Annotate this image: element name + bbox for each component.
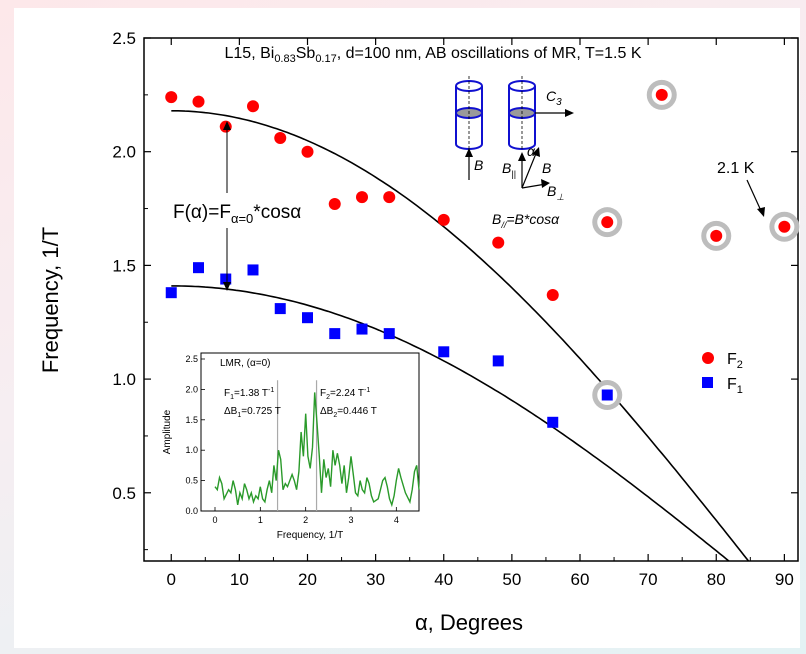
point-f1 bbox=[247, 264, 259, 276]
svg-text:α: α bbox=[527, 143, 536, 159]
inset-y-axis-title: Amplitude bbox=[162, 409, 173, 454]
x-tick-label: 60 bbox=[571, 570, 590, 589]
point-f2 bbox=[356, 191, 368, 204]
inset-x-tick-label: 2 bbox=[303, 515, 308, 525]
inset-x-tick-label: 0 bbox=[212, 515, 217, 525]
point-f1 bbox=[302, 312, 313, 324]
point-f2 bbox=[192, 95, 205, 108]
y-tick-label: 1.5 bbox=[112, 256, 136, 275]
point-f2 bbox=[437, 213, 450, 226]
y-tick-labels: 0.5 1.0 1.5 2.0 2.5 bbox=[112, 29, 136, 503]
svg-text:B: B bbox=[474, 157, 483, 173]
point-f1 bbox=[165, 287, 177, 299]
frequency-vs-angle-chart: 0 10 20 30 40 50 60 70 80 90 0.51.01.52.02.5 α, D… bbox=[38, 29, 800, 635]
point-f1 bbox=[220, 273, 232, 285]
point-f2 bbox=[165, 91, 178, 104]
inset-spectrum-line bbox=[214, 392, 420, 508]
inset-f1-label: F1=1.38 T-1 bbox=[224, 387, 274, 401]
x-tick-label: 40 bbox=[434, 570, 453, 589]
inset-y-tick-label: 0.0 bbox=[185, 506, 198, 516]
y-tick-label: 1.0 bbox=[112, 370, 136, 389]
x-tick-label: 80 bbox=[707, 570, 726, 589]
temp-arrow bbox=[746, 179, 763, 214]
inset-y-tick-label: 0.5 bbox=[185, 476, 198, 486]
x-tick-label: 50 bbox=[502, 570, 521, 589]
data-points bbox=[165, 88, 791, 428]
b-relation: B//=B*cosα bbox=[492, 211, 560, 230]
point-f2 bbox=[492, 236, 505, 249]
point-f2 bbox=[710, 229, 723, 242]
x-tick-label: 0 bbox=[167, 570, 176, 589]
point-f1 bbox=[193, 262, 204, 274]
x-tick-label: 90 bbox=[775, 570, 794, 589]
formula-arrowhead-down bbox=[223, 282, 231, 291]
formula-arrowhead-up bbox=[223, 121, 231, 130]
y-tick-label: 0.5 bbox=[112, 484, 136, 503]
svg-text:B: B bbox=[542, 160, 551, 176]
fit-curve-2 bbox=[171, 285, 730, 562]
inset-y-tick-labels: 0.0 0.5 1.0 1.5 2.0 2.5 bbox=[185, 354, 198, 516]
inset-y-tick-label: 2.0 bbox=[185, 384, 198, 394]
point-f1 bbox=[383, 328, 395, 340]
inset-x-tick-label: 3 bbox=[348, 515, 353, 525]
inset-y-tick-label: 2.5 bbox=[185, 354, 198, 364]
x-tick-label: 20 bbox=[298, 570, 317, 589]
x-tick-labels: 0 10 20 30 40 50 60 70 80 90 bbox=[167, 570, 794, 589]
x-tick-label: 70 bbox=[639, 570, 658, 589]
point-f2 bbox=[778, 220, 791, 233]
point-f2 bbox=[274, 132, 287, 145]
point-f2 bbox=[655, 88, 668, 101]
point-f2 bbox=[301, 145, 314, 158]
inset-x-axis-title: Frequency, 1/T bbox=[277, 530, 344, 541]
point-f2 bbox=[328, 197, 341, 210]
inset-plot-area bbox=[200, 352, 420, 512]
inset-x-tick-label: 4 bbox=[394, 515, 399, 525]
chart-card: 0 10 20 30 40 50 60 70 80 90 0.5 1.0 1.5 2.0 2.5 α, D… bbox=[14, 8, 800, 648]
point-f1 bbox=[274, 303, 286, 315]
inset-title: LMR, (α=0) bbox=[220, 358, 271, 369]
y-axis-title: Frequency, 1/T bbox=[38, 227, 63, 373]
point-f2 bbox=[601, 216, 614, 229]
x-tick-label: 30 bbox=[366, 570, 385, 589]
point-f2 bbox=[247, 100, 259, 113]
inset-x-tick-labels: 0 1 2 3 4 bbox=[212, 515, 398, 525]
inset-y-tick-label: 1.5 bbox=[185, 415, 198, 425]
fit-curves bbox=[171, 110, 750, 562]
inset-y-tick-label: 1.0 bbox=[185, 445, 198, 455]
axis-ticks bbox=[144, 37, 798, 561]
inset-f2-label: F2=2.24 T-1 bbox=[320, 387, 370, 401]
y-tick-label: 2.5 bbox=[112, 29, 136, 48]
inset-axis-ticks bbox=[201, 358, 397, 512]
point-f1 bbox=[438, 346, 450, 358]
x-axis-title: α, Degrees bbox=[415, 610, 523, 635]
y-tick-label: 2.0 bbox=[112, 143, 136, 162]
legend-marker-f2 bbox=[702, 352, 714, 364]
point-f1 bbox=[492, 355, 504, 367]
point-f1 bbox=[329, 328, 341, 340]
point-f1 bbox=[547, 416, 559, 428]
point-f2 bbox=[546, 288, 559, 301]
temp-arrowhead bbox=[757, 207, 765, 217]
point-f1 bbox=[601, 389, 613, 401]
legend-marker-f1 bbox=[702, 377, 713, 388]
fit-curve-1 bbox=[171, 110, 750, 562]
point-f1 bbox=[356, 323, 368, 335]
inset-spectrum: 0 1 2 3 4 0.0 0.5 1.0 1.5 2.0 2.5 LMR, (α=0) F1=1… bbox=[162, 352, 420, 541]
x-tick-label: 10 bbox=[230, 570, 249, 589]
temp-label: 2.1 K bbox=[717, 160, 755, 177]
point-f2 bbox=[383, 191, 396, 204]
inset-frequency-markers bbox=[276, 380, 318, 511]
inset-x-tick-label: 1 bbox=[258, 515, 263, 525]
